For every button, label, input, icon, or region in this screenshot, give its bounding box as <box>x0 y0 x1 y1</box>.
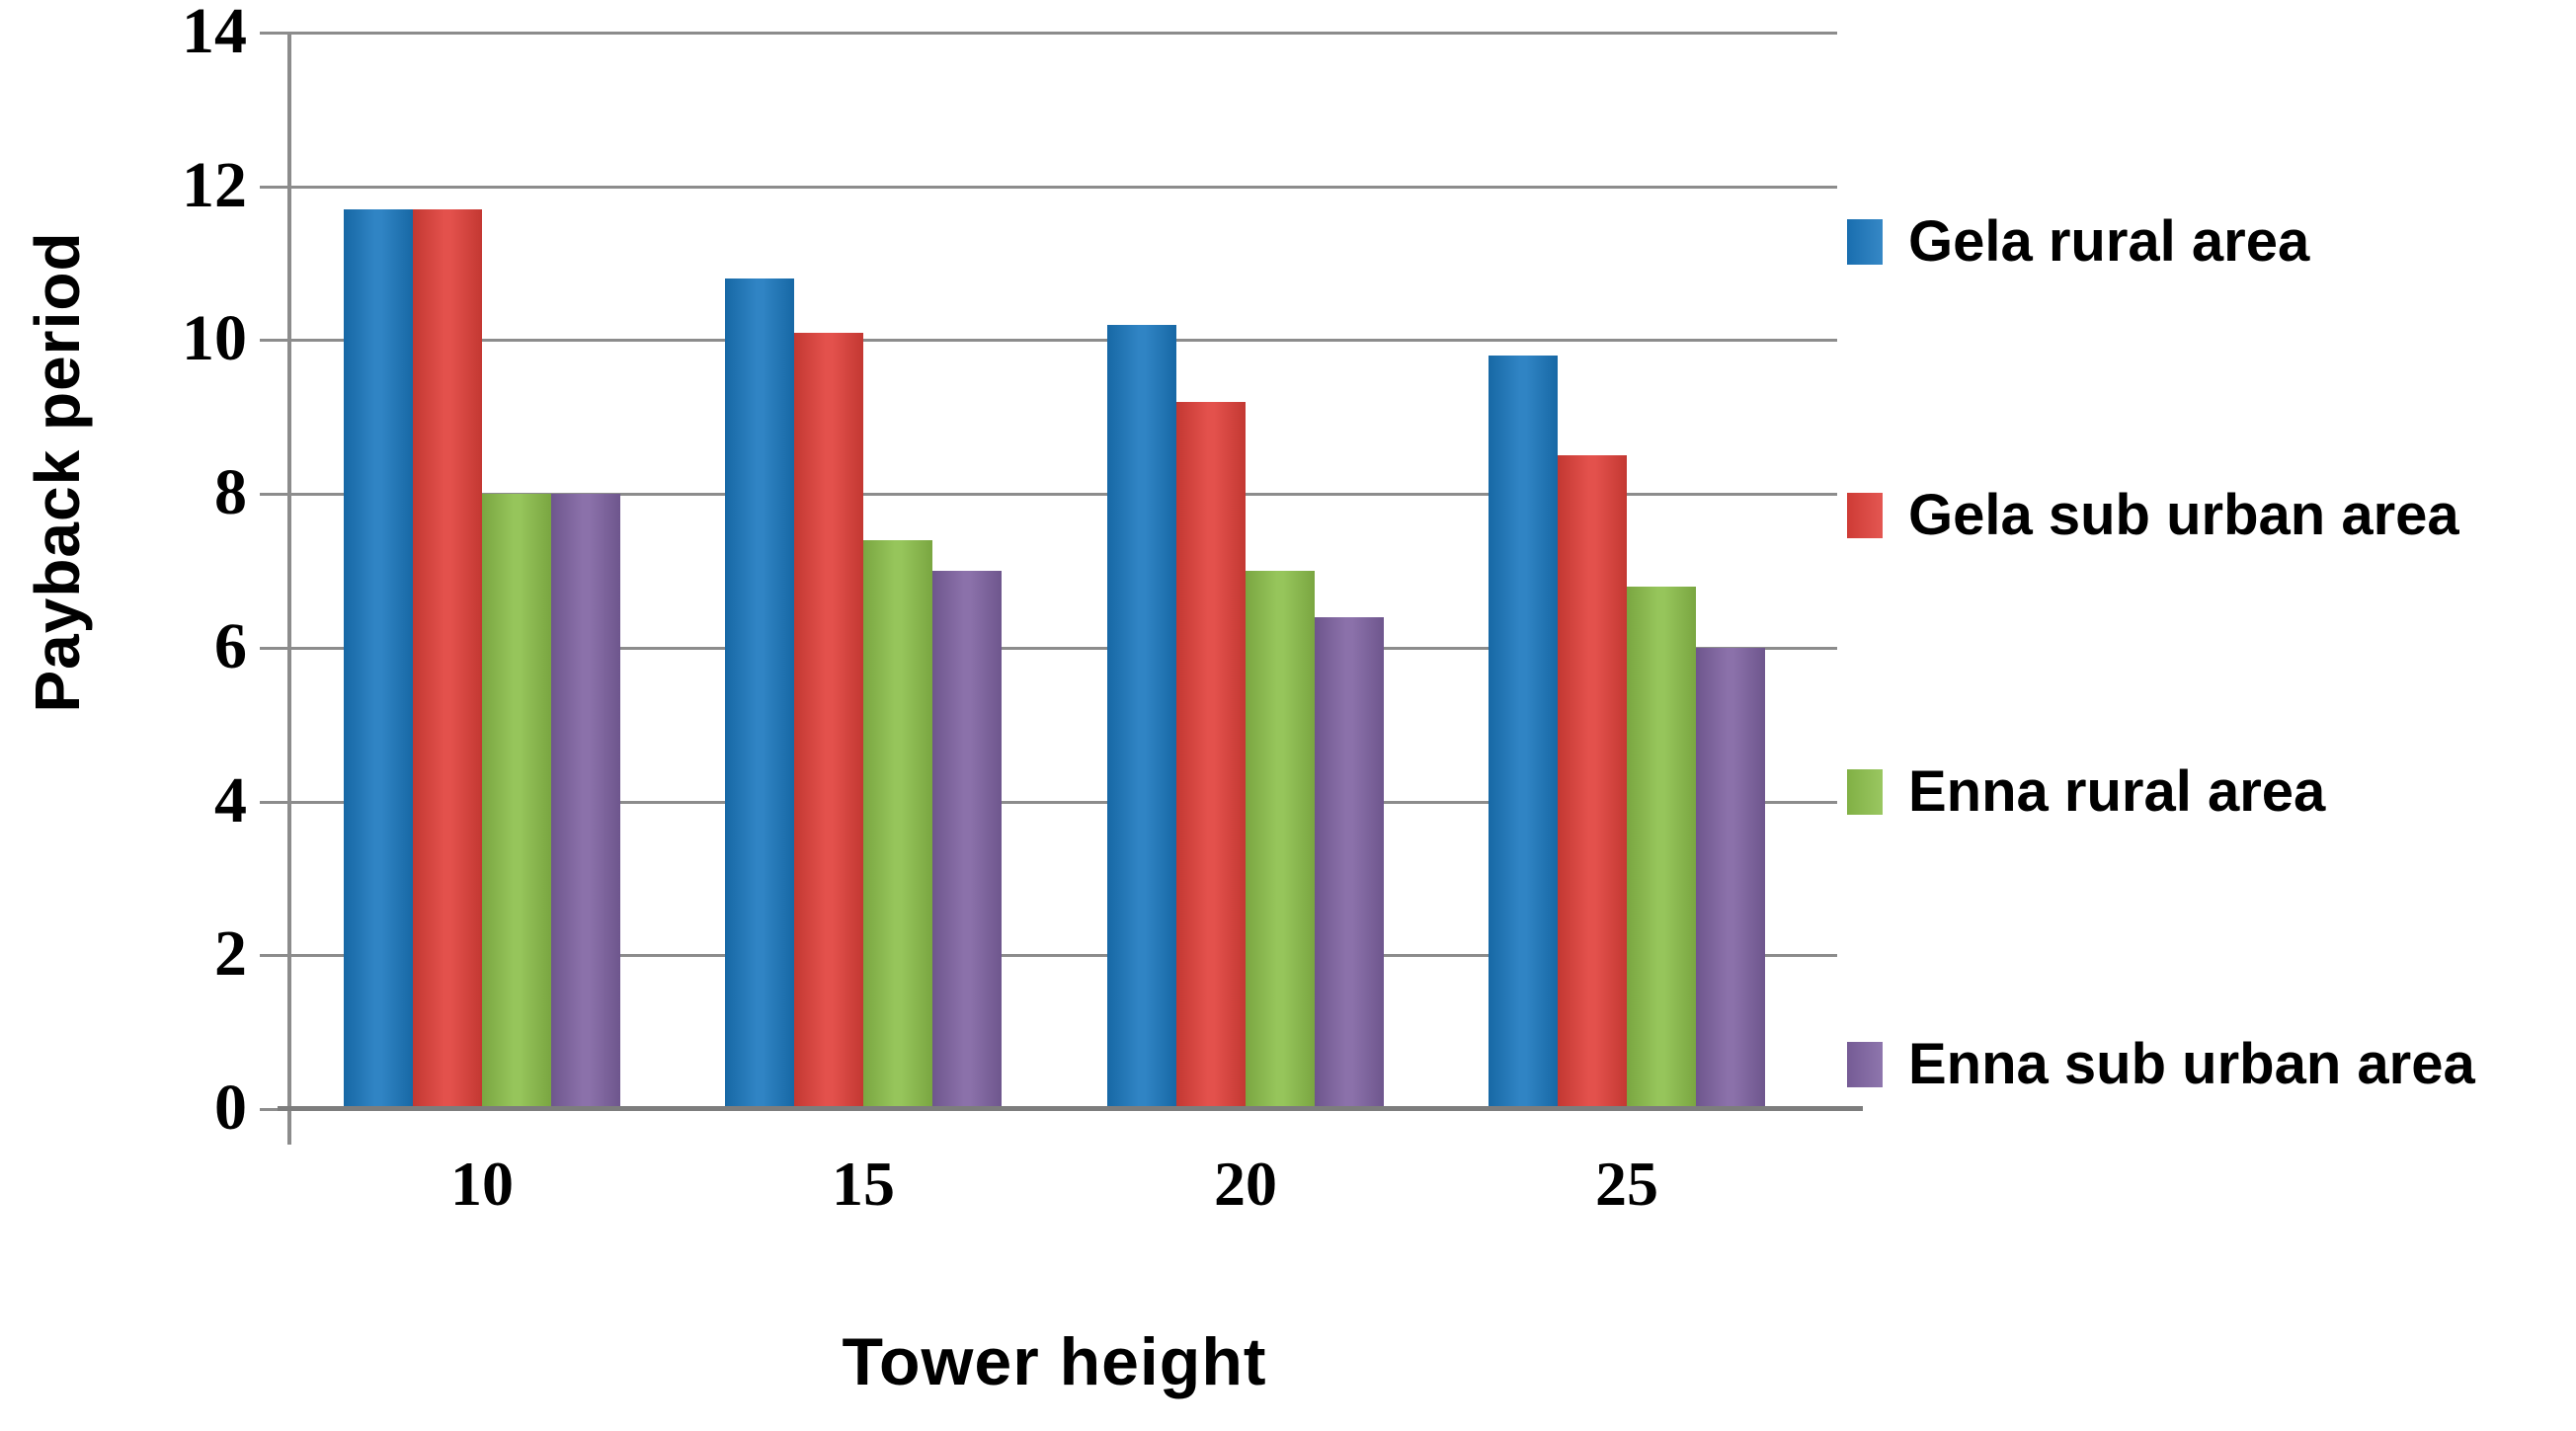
bar-10-series-1 <box>344 209 414 1109</box>
legend: Gela rural area Gela sub urban area Enna r… <box>1839 0 2570 1431</box>
bar-10-series-4 <box>551 494 621 1109</box>
bar-15-series-1 <box>725 278 795 1109</box>
legend-label: Enna rural area <box>1908 759 2326 824</box>
legend-label: Gela rural area <box>1908 209 2310 274</box>
gridline-y-2 <box>291 954 1837 958</box>
x-tick-label-20: 20 <box>1214 1149 1277 1219</box>
y-tick-mark-8 <box>260 493 291 497</box>
bar-10-series-2 <box>413 209 483 1109</box>
legend-item-3: Enna rural area <box>1847 758 2325 825</box>
bar-10-series-3 <box>482 494 552 1109</box>
gridline-y-8 <box>291 493 1837 497</box>
bar-group-15 <box>673 33 1054 1109</box>
bar-25-series-3 <box>1626 586 1696 1109</box>
x-tick-label-25: 25 <box>1595 1149 1658 1219</box>
legend-swatch-icon <box>1847 768 1883 815</box>
y-tick-mark-4 <box>260 800 291 804</box>
legend-swatch-icon <box>1847 1041 1883 1087</box>
bar-20-series-1 <box>1106 324 1176 1109</box>
plot-area <box>260 32 1863 1145</box>
bar-15-series-3 <box>863 539 933 1109</box>
y-tick-mark-0 <box>260 1108 291 1111</box>
bar-group-10 <box>291 33 673 1109</box>
legend-item-4: Enna sub urban area <box>1847 1031 2475 1097</box>
y-tick-label-6: 6 <box>214 610 247 682</box>
x-axis-line <box>278 1106 1863 1111</box>
y-tick-label-4: 4 <box>214 764 247 836</box>
x-tick-label-15: 15 <box>832 1149 895 1219</box>
bar-25-series-1 <box>1488 356 1558 1109</box>
gridline-y-6 <box>291 646 1837 650</box>
bar-15-series-4 <box>932 571 1003 1109</box>
x-tick-label-10: 10 <box>450 1149 514 1219</box>
y-axis-line <box>287 33 291 1145</box>
y-tick-label-2: 2 <box>214 917 247 990</box>
y-tick-label-8: 8 <box>214 456 247 528</box>
y-tick-mark-10 <box>260 339 291 343</box>
bar-group-25 <box>1436 33 1817 1109</box>
bar-20-series-2 <box>1175 401 1246 1109</box>
y-tick-label-10: 10 <box>182 302 247 374</box>
legend-label: Gela sub urban area <box>1908 483 2459 547</box>
bar-20-series-3 <box>1245 571 1315 1109</box>
bar-group-20 <box>1055 33 1436 1109</box>
y-tick-label-14: 14 <box>182 0 247 67</box>
y-tick-mark-14 <box>260 32 291 35</box>
legend-swatch-icon <box>1847 218 1883 265</box>
y-tick-mark-6 <box>260 646 291 650</box>
gridline-y-12 <box>291 185 1837 189</box>
bar-20-series-4 <box>1314 616 1384 1109</box>
legend-item-2: Gela sub urban area <box>1847 482 2459 548</box>
gridline-y-14 <box>291 32 1837 35</box>
y-tick-mark-12 <box>260 185 291 189</box>
legend-swatch-icon <box>1847 492 1883 538</box>
legend-label: Enna sub urban area <box>1908 1032 2475 1096</box>
x-axis-title: Tower height <box>842 1324 1267 1399</box>
y-tick-label-0: 0 <box>214 1072 247 1144</box>
bar-25-series-2 <box>1557 455 1627 1109</box>
bar-25-series-4 <box>1695 647 1765 1109</box>
legend-item-1: Gela rural area <box>1847 208 2309 275</box>
y-tick-mark-2 <box>260 954 291 958</box>
gridline-y-4 <box>291 800 1837 804</box>
y-tick-label-12: 12 <box>182 149 247 221</box>
gridline-y-10 <box>291 339 1837 343</box>
bar-15-series-2 <box>794 332 864 1109</box>
